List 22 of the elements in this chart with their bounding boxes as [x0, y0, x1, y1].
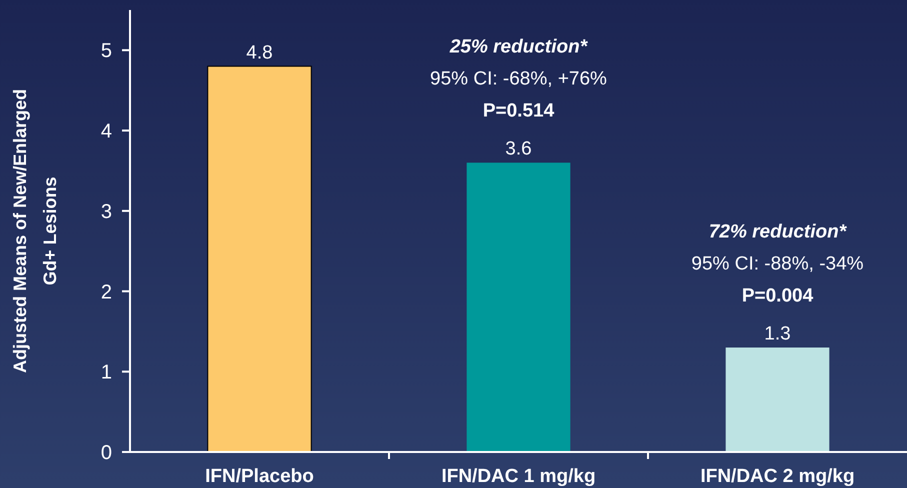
annotation: 95% CI: -88%, -34% [691, 254, 864, 275]
y-tick-label: 5 [100, 40, 112, 62]
annotation: 25% reduction* [448, 36, 589, 58]
data-label: 3.6 [505, 138, 532, 160]
bar [726, 348, 830, 452]
annotation: P=0.004 [742, 286, 814, 307]
bar [466, 162, 570, 452]
annotation: 72% reduction* [708, 222, 848, 243]
bar [207, 66, 312, 452]
annotation: P=0.514 [482, 100, 555, 122]
data-label: 1.3 [764, 324, 791, 345]
y-tick-label: 1 [100, 362, 112, 384]
y-axis-title: Adjusted Means of New/Enlarged Gd+ Lesions [10, 88, 60, 374]
y-tick-label: 3 [100, 200, 112, 223]
annotation: 95% CI: -68%, +76% [430, 68, 608, 90]
y-tick-label: 2 [100, 281, 112, 304]
y-tick-label: 0 [100, 442, 112, 464]
y-tick-label: 4 [100, 120, 112, 143]
data-label: 4.8 [246, 42, 273, 64]
x-tick-label: IFN/DAC 1 mg/kg [441, 466, 596, 487]
x-tick-label: IFN/DAC 2 mg/kg [700, 466, 855, 487]
x-tick-label: IFN/Placebo [205, 466, 314, 487]
